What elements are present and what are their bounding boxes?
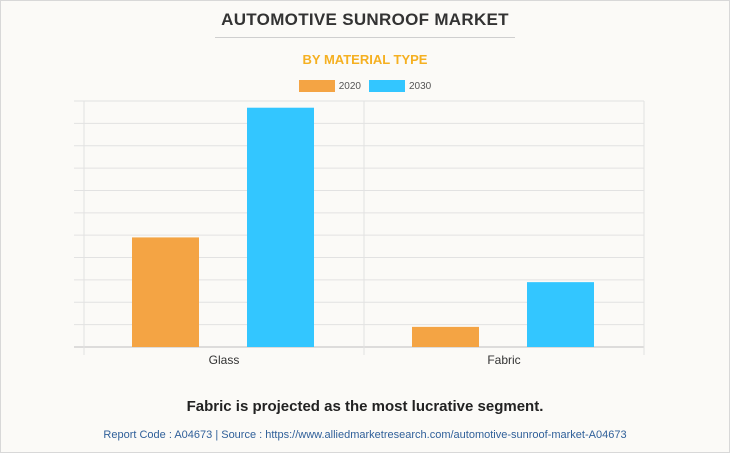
x-tick-label: Glass (209, 353, 240, 367)
legend-label-2020: 2020 (338, 80, 361, 92)
key-insight: Fabric is projected as the most lucrativ… (186, 398, 544, 415)
chart-title: AUTOMOTIVE SUNROOF MARKET (221, 10, 509, 29)
bar-glass-2020 (132, 237, 199, 347)
bar-fabric-2030 (527, 282, 594, 347)
bar-fabric-2020 (412, 326, 479, 347)
chart-subtitle: BY MATERIAL TYPE (302, 52, 428, 67)
legend-label-2030: 2030 (409, 80, 432, 92)
x-tick-label: Fabric (487, 353, 520, 367)
title-divider (215, 37, 515, 38)
bars (132, 107, 594, 347)
legend-item-2030: 2030 (369, 80, 431, 92)
source-line: Report Code : A04673 | Source : https://… (103, 429, 627, 441)
legend-swatch-2020 (298, 80, 335, 92)
legend-swatch-2030 (369, 80, 405, 92)
bar-glass-2030 (247, 107, 314, 347)
x-axis-labels: Glass Fabric (209, 353, 521, 367)
chart-legend: 2020 2030 (0, 80, 730, 92)
legend-item-2020: 2020 (298, 80, 361, 92)
